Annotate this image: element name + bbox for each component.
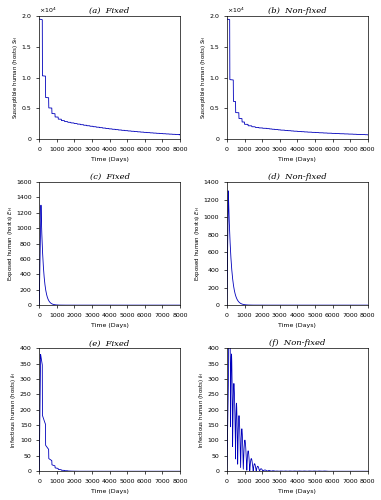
Title: (f)  Non-fixed: (f) Non-fixed xyxy=(269,340,325,347)
Title: (e)  Fixed: (e) Fixed xyxy=(90,340,130,347)
X-axis label: Time (Days): Time (Days) xyxy=(279,490,316,494)
Y-axis label: Susceptible human (hosts) $S_H$: Susceptible human (hosts) $S_H$ xyxy=(199,36,208,119)
Y-axis label: Infectious human (hosts) $I_H$: Infectious human (hosts) $I_H$ xyxy=(197,372,206,448)
Y-axis label: Susceptible human (hosts) $S_H$: Susceptible human (hosts) $S_H$ xyxy=(11,36,20,119)
Title: (c)  Fixed: (c) Fixed xyxy=(90,174,130,182)
Y-axis label: Exposed human (hosts) $E_H$: Exposed human (hosts) $E_H$ xyxy=(193,206,202,281)
X-axis label: Time (Days): Time (Days) xyxy=(91,490,128,494)
Y-axis label: Exposed human (hosts) $E_H$: Exposed human (hosts) $E_H$ xyxy=(6,206,14,281)
X-axis label: Time (Days): Time (Days) xyxy=(279,324,316,328)
Y-axis label: Infectious human (hosts) $I_H$: Infectious human (hosts) $I_H$ xyxy=(10,372,18,448)
Text: $\times 10^4$: $\times 10^4$ xyxy=(39,6,57,15)
X-axis label: Time (Days): Time (Days) xyxy=(279,157,316,162)
Title: (d)  Non-fixed: (d) Non-fixed xyxy=(268,174,327,182)
X-axis label: Time (Days): Time (Days) xyxy=(91,157,128,162)
Title: (b)  Non-fixed: (b) Non-fixed xyxy=(268,7,327,15)
X-axis label: Time (Days): Time (Days) xyxy=(91,324,128,328)
Text: $\times 10^4$: $\times 10^4$ xyxy=(227,6,245,15)
Title: (a)  Fixed: (a) Fixed xyxy=(90,7,130,15)
